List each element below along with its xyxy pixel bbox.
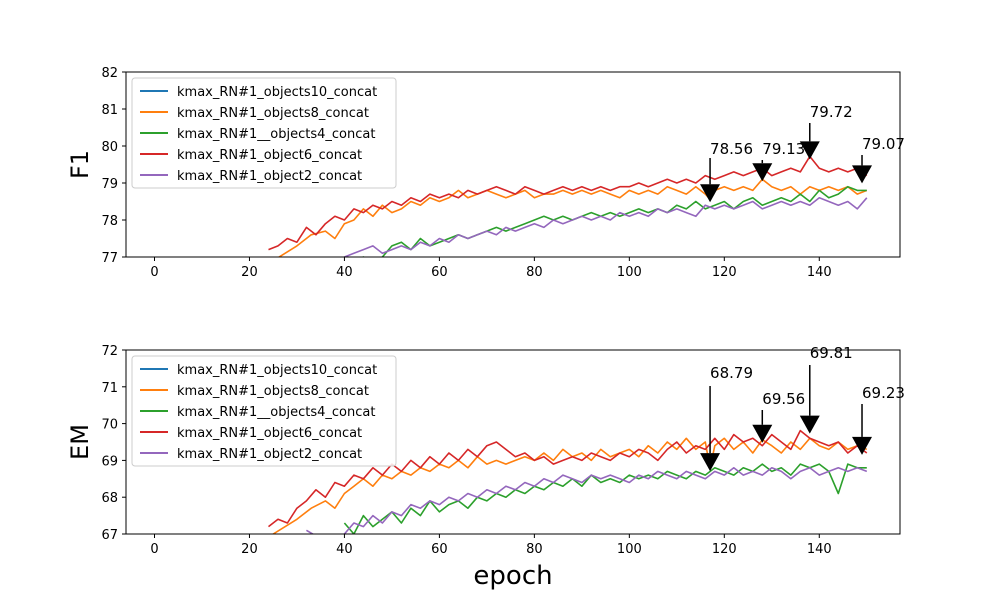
- x-tick-label: 0: [150, 265, 158, 280]
- x-axis-label: epoch: [473, 561, 552, 591]
- annotation-label: 68.79: [710, 364, 753, 382]
- series-line-3: [268, 429, 868, 528]
- annotation-label: 79.72: [810, 103, 853, 121]
- y-tick-label: 68: [101, 491, 118, 506]
- x-tick-label: 20: [241, 542, 258, 557]
- y-tick-label: 78: [101, 214, 118, 229]
- y-tick-label: 71: [101, 381, 118, 396]
- x-tick-label: 40: [336, 542, 353, 557]
- x-tick-label: 80: [526, 542, 543, 557]
- y-tick-label: 70: [101, 418, 118, 433]
- x-tick-label: 20: [241, 265, 258, 280]
- series-line-4: [344, 197, 868, 257]
- y-tick-label: 72: [101, 344, 118, 359]
- series-line-1: [277, 178, 868, 257]
- annotation-arrow-head: [752, 163, 773, 182]
- annotation-arrow-head: [799, 141, 820, 160]
- annotation-label: 79.13: [762, 140, 805, 158]
- series-line-2: [361, 185, 867, 257]
- series-line-1: [271, 437, 868, 534]
- axes-frame: [125, 71, 901, 258]
- annotation-arrow-head: [852, 165, 873, 184]
- y-axis-label: EM: [66, 424, 94, 460]
- legend-entry: kmax_RN#1_objects8_concat: [177, 106, 369, 121]
- annotation-label: 69.81: [810, 344, 853, 362]
- y-tick-label: 77: [101, 251, 118, 266]
- legend-entry: kmax_RN#1_object2_concat: [177, 169, 362, 184]
- y-tick-label: 79: [101, 177, 118, 192]
- y-tick-label: 67: [101, 528, 118, 543]
- annotation-label: 69.23: [862, 384, 905, 402]
- legend-entry: kmax_RN#1_object2_concat: [177, 447, 362, 462]
- y-tick-label: 81: [101, 103, 118, 118]
- x-tick-label: 0: [150, 542, 158, 557]
- f1-subplot: 0 20 40 60 80 100 120 140 77 78 79 80 81 82 78.56 79.13…: [66, 66, 905, 280]
- y-tick-label: 82: [101, 66, 118, 81]
- annotation-arrow-head: [799, 415, 820, 434]
- x-tick-label: 80: [526, 265, 543, 280]
- x-tick-label: 60: [431, 265, 448, 280]
- legend-entry: kmax_RN#1_object6_concat: [177, 148, 362, 163]
- annotation-label: 79.07: [862, 135, 905, 153]
- y-tick-label: 80: [101, 140, 118, 155]
- legend-entry: kmax_RN#1_objects10_concat: [177, 85, 377, 100]
- series-line-2: [343, 463, 867, 534]
- legend-entry: kmax_RN#1__objects4_concat: [177, 127, 375, 142]
- x-tick-label: 140: [807, 265, 832, 280]
- x-tick-label: 100: [617, 265, 642, 280]
- annotation-arrow-head: [700, 453, 721, 472]
- annotation-arrow-head: [752, 424, 773, 443]
- legend: kmax_RN#1_objects10_concat kmax_RN#1_obje…: [131, 77, 397, 189]
- legend-entry: kmax_RN#1__objects4_concat: [177, 405, 375, 420]
- legend: kmax_RN#1_objects10_concat kmax_RN#1_obje…: [131, 355, 397, 467]
- annotation-label: 78.56: [710, 140, 753, 158]
- x-tick-label: 60: [431, 542, 448, 557]
- legend-entry: kmax_RN#1_object6_concat: [177, 426, 362, 441]
- x-tick-label: 120: [712, 265, 737, 280]
- axes-frame: [125, 349, 901, 535]
- annotation-arrow-head: [852, 436, 873, 455]
- x-tick-label: 100: [617, 542, 642, 557]
- y-tick-label: 69: [101, 454, 118, 469]
- legend-entry: kmax_RN#1_objects10_concat: [177, 363, 377, 378]
- legend-entry: kmax_RN#1_objects8_concat: [177, 384, 369, 399]
- y-axis-label: F1: [66, 150, 94, 179]
- x-tick-label: 120: [712, 542, 737, 557]
- annotation-label: 69.56: [762, 390, 805, 408]
- x-tick-label: 140: [807, 542, 832, 557]
- x-tick-label: 40: [336, 265, 353, 280]
- series-line-4: [305, 467, 868, 534]
- annotation-arrow-head: [700, 184, 721, 203]
- em-subplot: 0 20 40 60 80 100 120 140 67 68 69 70 71 72 68.79 69.56…: [66, 344, 905, 591]
